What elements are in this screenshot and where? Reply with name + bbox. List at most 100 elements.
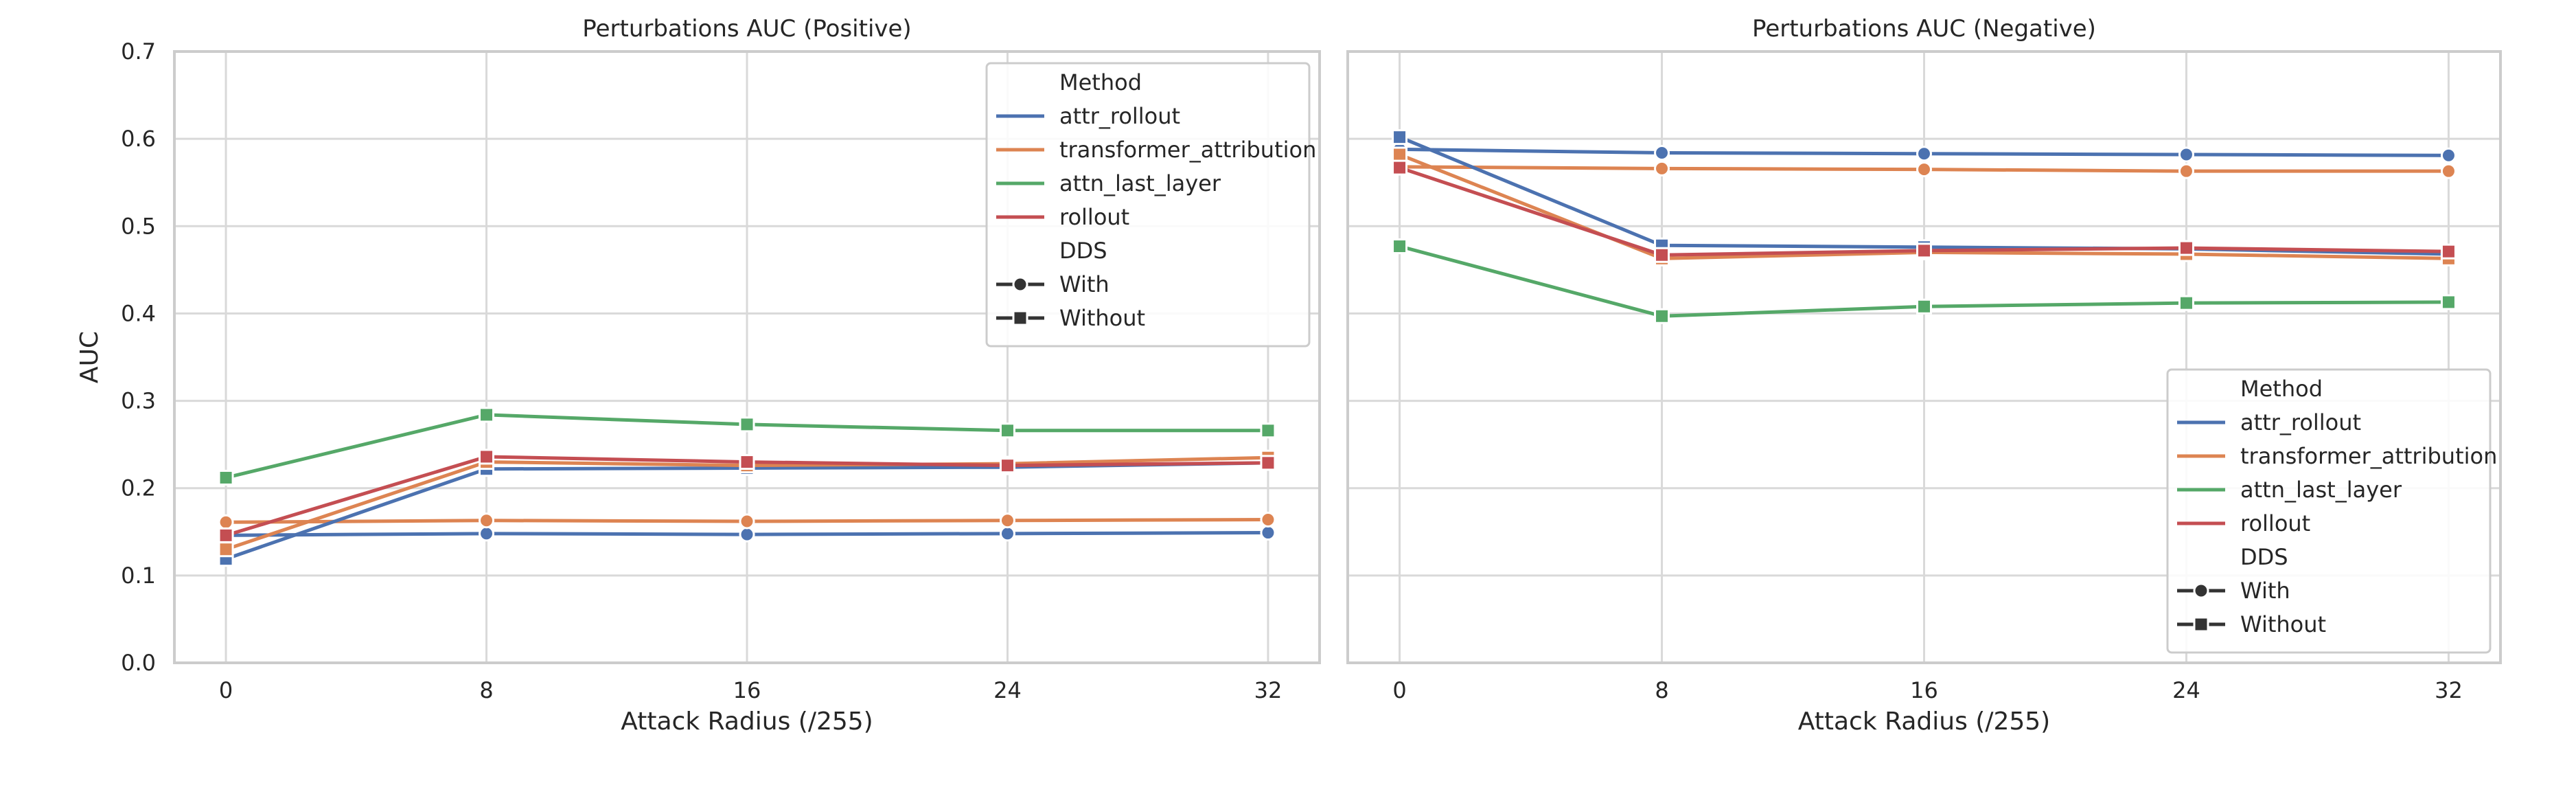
x-tick-label: 8 bbox=[479, 677, 493, 703]
data-point bbox=[1654, 144, 1670, 161]
legend-entry-label: attn_last_layer bbox=[1059, 170, 1221, 196]
data-point bbox=[1654, 160, 1670, 177]
legend-entry-label: With bbox=[2240, 578, 2290, 604]
data-point bbox=[2178, 240, 2194, 256]
legend-entry-label: transformer_attribution bbox=[2240, 443, 2497, 469]
x-axis-label: Attack Radius (/255) bbox=[1798, 707, 2050, 736]
data-point bbox=[1392, 129, 1408, 146]
legend-entry-label: rollout bbox=[1059, 204, 1129, 230]
legend-marker bbox=[2193, 582, 2209, 599]
data-point bbox=[1916, 161, 1932, 178]
panel-1: Perturbations AUC (Positive) 0 8 16 24 32 Atta… bbox=[76, 15, 1321, 736]
legend-title: Method bbox=[2240, 376, 2323, 402]
y-tick-label: 0.3 bbox=[121, 388, 156, 414]
y-tick-label: 0.6 bbox=[121, 126, 156, 152]
x-tick-label: 0 bbox=[219, 677, 233, 703]
data-point bbox=[999, 422, 1015, 439]
legend-entry-label: Without bbox=[2240, 611, 2326, 637]
data-point bbox=[1654, 308, 1670, 324]
data-point bbox=[2440, 163, 2457, 179]
legend-title: Method bbox=[1059, 69, 1142, 95]
legend-entry-label: Without bbox=[1059, 305, 1145, 331]
data-point bbox=[479, 512, 495, 529]
x-axis-label: Attack Radius (/255) bbox=[621, 707, 873, 736]
data-point bbox=[2440, 294, 2457, 310]
data-point bbox=[1916, 298, 1932, 315]
x-tick-label: 0 bbox=[1392, 677, 1406, 703]
data-point bbox=[739, 454, 755, 470]
legend-entry-label: attr_rollout bbox=[2240, 409, 2361, 435]
data-point bbox=[1392, 238, 1408, 255]
data-point bbox=[2178, 295, 2194, 311]
x-tick-label: 16 bbox=[733, 677, 761, 703]
data-point bbox=[2440, 147, 2457, 163]
data-point bbox=[218, 527, 234, 543]
x-tick-label: 16 bbox=[1910, 677, 1938, 703]
legend-box bbox=[985, 62, 1311, 348]
data-point bbox=[1654, 247, 1670, 263]
data-point bbox=[1260, 422, 1276, 439]
data-point bbox=[479, 407, 495, 423]
legend: Method attr_rollout transformer_attributio… bbox=[2166, 368, 2497, 654]
data-point bbox=[2178, 146, 2194, 163]
data-point bbox=[739, 416, 755, 433]
data-point bbox=[218, 514, 234, 530]
data-point bbox=[218, 541, 234, 558]
series-attr_rollout-with bbox=[1392, 141, 2457, 163]
series-attn_last_layer-without bbox=[1392, 238, 2457, 324]
data-point bbox=[218, 469, 234, 486]
legend-entry-label: rollout bbox=[2240, 510, 2310, 536]
data-point bbox=[1392, 159, 1408, 176]
legend-title: DDS bbox=[1059, 238, 1107, 264]
x-tick-label: 32 bbox=[2435, 677, 2463, 703]
legend-entry-label: attn_last_layer bbox=[2240, 477, 2402, 503]
data-point bbox=[479, 525, 495, 542]
legend-title: DDS bbox=[2240, 544, 2288, 570]
legend-entry-label: attr_rollout bbox=[1059, 103, 1180, 129]
chart-title: Perturbations AUC (Negative) bbox=[1752, 15, 2096, 43]
legend-marker bbox=[1012, 310, 1028, 326]
chart-title: Perturbations AUC (Positive) bbox=[582, 15, 911, 43]
x-tick-label: 24 bbox=[993, 677, 1022, 703]
data-point bbox=[1916, 242, 1932, 259]
data-point bbox=[999, 525, 1015, 542]
series-rollout-without bbox=[1392, 159, 2457, 263]
y-tick-label: 0.7 bbox=[121, 38, 156, 65]
y-tick-label: 0.2 bbox=[121, 475, 156, 501]
legend: Method attr_rollout transformer_attributio… bbox=[985, 62, 1316, 348]
panel-2: Perturbations AUC (Negative) 0 8 16 24 32 Atta… bbox=[1346, 15, 2502, 736]
series-attn_last_layer-without bbox=[218, 407, 1276, 486]
data-point bbox=[1260, 525, 1276, 541]
legend-entry-label: With bbox=[1059, 271, 1109, 297]
y-tick-label: 0.5 bbox=[121, 213, 156, 239]
legend-marker bbox=[1012, 276, 1028, 293]
data-point bbox=[2178, 163, 2194, 179]
legend-marker bbox=[2193, 616, 2209, 633]
series-transformer_attribution-with bbox=[218, 511, 1276, 530]
series-transformer_attribution-with bbox=[1392, 159, 2457, 179]
data-point bbox=[1260, 511, 1276, 528]
data-point bbox=[1392, 146, 1408, 163]
y-tick-label: 0.1 bbox=[121, 563, 156, 589]
data-point bbox=[1260, 455, 1276, 471]
x-tick-label: 8 bbox=[1655, 677, 1668, 703]
y-tick-label: 0.4 bbox=[121, 300, 156, 326]
y-axis-label: AUC bbox=[76, 331, 104, 383]
data-point bbox=[999, 512, 1015, 529]
legend-box bbox=[2166, 368, 2492, 654]
data-point bbox=[479, 449, 495, 465]
x-tick-label: 24 bbox=[2172, 677, 2200, 703]
data-point bbox=[739, 513, 755, 530]
data-point bbox=[2440, 243, 2457, 260]
plot-frame bbox=[1346, 50, 2502, 664]
data-point bbox=[1916, 146, 1932, 162]
data-point bbox=[739, 526, 755, 543]
data-point bbox=[999, 457, 1015, 474]
x-tick-label: 32 bbox=[1254, 677, 1283, 703]
legend-entry-label: transformer_attribution bbox=[1059, 137, 1316, 163]
y-tick-label: 0.0 bbox=[121, 650, 156, 676]
series-rollout-without bbox=[218, 449, 1276, 543]
plot-frame bbox=[173, 50, 1321, 664]
